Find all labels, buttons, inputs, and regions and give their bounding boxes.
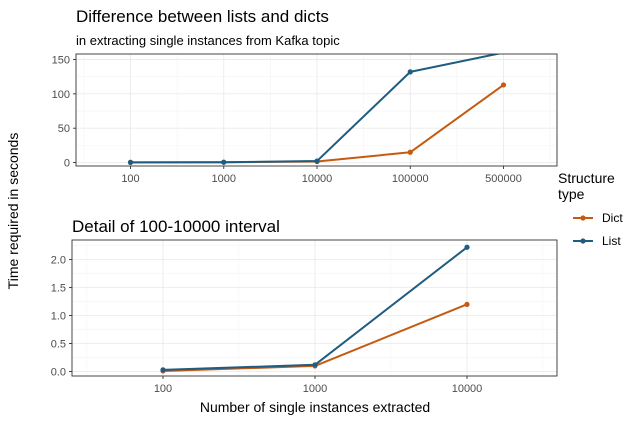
data-point-dict [464,301,470,307]
y-tick-label: 1.0 [51,311,66,323]
legend-label-list: List [602,234,621,248]
data-point-list [221,159,227,165]
legend-key-list-point [580,238,586,244]
data-point-list [160,367,166,373]
y-tick-label: 100 [52,89,70,101]
x-tick-label: 100 [154,383,172,395]
legend-item-dict: Dict [573,211,623,225]
x-tick-label: 100 [121,173,139,185]
data-point-dict [500,82,507,88]
x-tick-label: 10000 [302,173,333,185]
legend-title-line1: Structure [558,170,615,186]
legend-label-dict: Dict [602,211,623,225]
x-tick-label: 1000 [212,173,236,185]
top-chart-subtitle: in extracting single instances from Kafk… [76,33,340,48]
bottom-chart-title: Detail of 100-10000 interval [72,217,280,236]
y-tick-label: 0 [64,158,70,170]
x-tick-label: 500000 [485,173,522,185]
data-point-list [464,244,470,250]
panel-border [75,53,558,167]
y-tick-label: 1.5 [51,283,66,295]
panel-border [71,239,558,377]
x-tick-label: 1000 [303,383,327,395]
y-tick-label: 2.0 [51,255,66,267]
y-axis-title: Time required in seconds [5,133,21,290]
data-point-list [127,159,134,165]
legend: Structure type Dict List [558,170,623,248]
data-point-dict [407,149,413,155]
data-point-list [407,69,413,75]
x-tick-label: 10000 [452,383,483,395]
legend-key-dict-point [580,215,586,221]
data-point-list [312,362,318,368]
y-tick-label: 0.0 [51,367,66,379]
x-tick-label: 100000 [392,173,429,185]
y-tick-label: 50 [58,123,70,135]
legend-item-list: List [573,234,621,248]
top-chart-title: Difference between lists and dicts [76,7,329,26]
y-tick-label: 150 [52,54,70,66]
data-point-list [314,158,320,164]
top-chart-panel: 100 1000 10000 100000 500000 0 50 100 150 [52,53,558,185]
y-tick-label: 0.5 [51,339,66,351]
legend-title-line2: type [558,186,585,202]
bottom-chart-panel: 100 1000 10000 0.0 0.5 1.0 1.5 2.0 [51,239,558,395]
x-axis-title: Number of single instances extracted [200,399,430,415]
